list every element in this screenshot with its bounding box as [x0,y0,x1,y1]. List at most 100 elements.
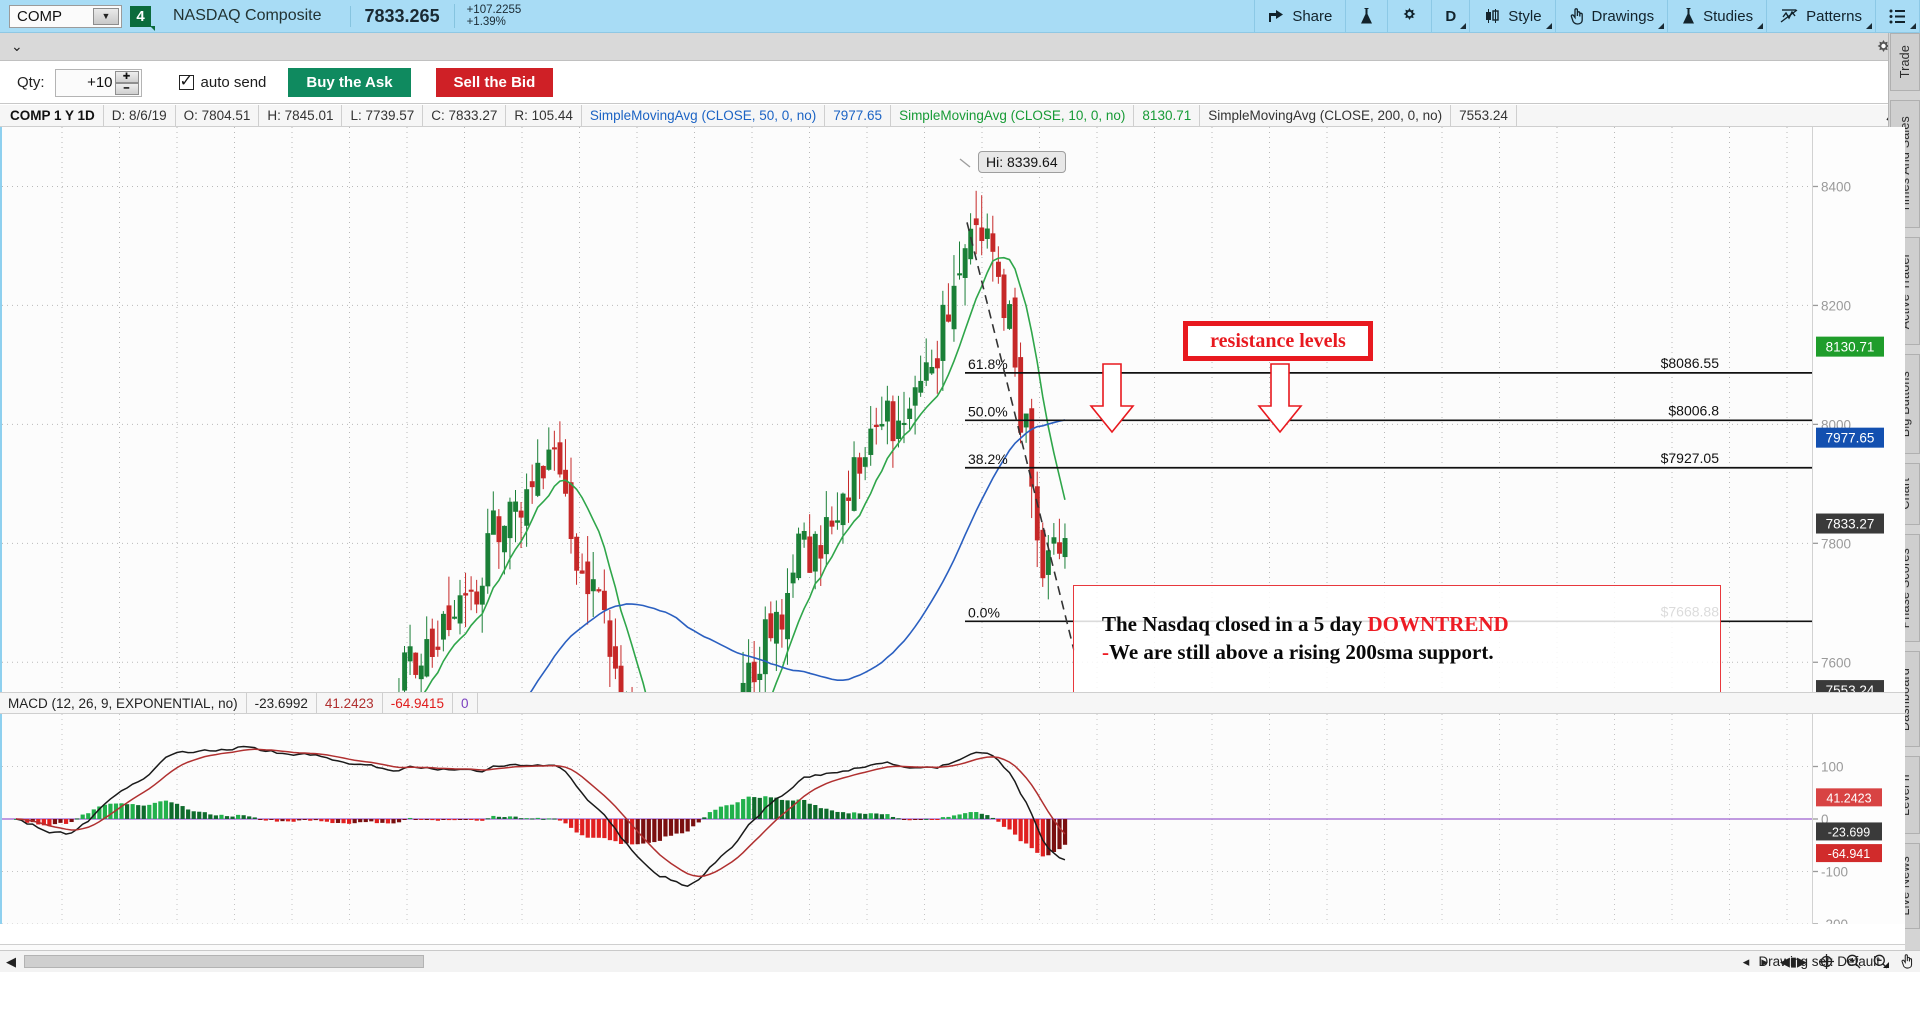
studies-flask-button[interactable] [1345,0,1387,33]
drawings-button[interactable]: Drawings [1554,0,1668,33]
dropdown-triangle-icon [1866,22,1872,29]
studies-button[interactable]: Studies [1667,0,1766,33]
dropdown-triangle-icon [1883,962,1889,968]
pattern-icon [1780,8,1799,24]
auto-send-label: auto send [200,74,267,91]
rail-tab-label: Trade [1897,45,1912,79]
commentary-line-1: The Nasdaq closed in a 5 day DOWNTREND [1102,610,1720,638]
auto-send-checkbox[interactable]: auto send [178,71,267,91]
svg-text:61.8%: 61.8% [968,356,1008,372]
commentary-dash: - [1102,640,1109,664]
svg-text:-100: -100 [1821,865,1848,880]
stepper-buttons[interactable]: ✚ ━ [114,70,139,95]
svg-text:$8086.55: $8086.55 [1661,355,1720,371]
macd-histogram-value: -64.9415 [383,692,453,714]
macd-plot-svg [2,714,1814,925]
chevron-down-icon[interactable]: ⌄ [11,38,23,54]
settings-button[interactable] [1387,0,1431,33]
horizontal-scrollbar-left[interactable] [24,955,424,968]
stepper-decrement-icon[interactable]: ━ [114,82,139,95]
panel-collapse-bar[interactable]: ⌄ [0,33,1905,61]
zoom-in-icon[interactable] [1840,954,1867,969]
rail-tab-trade[interactable]: Trade [1889,33,1920,91]
scroll-prev-icon[interactable]: ◂ [1742,953,1750,969]
pan-icon[interactable]: ◀▮▶ [1779,953,1807,969]
quantity-stepper[interactable]: +10 ✚ ━ [54,68,142,97]
study-sma200-value: 7553.24 [1451,104,1517,127]
svg-text:-64.941: -64.941 [1828,847,1870,861]
commentary-text: The Nasdaq closed in a 5 day [1102,612,1368,636]
stepper-increment-icon[interactable]: ✚ [114,70,139,83]
chevron-down-icon[interactable]: ▼ [93,7,119,25]
svg-text:7833.27: 7833.27 [1826,517,1875,532]
flask-icon [1359,7,1374,25]
sell-the-bid-button[interactable]: Sell the Bid [435,68,554,97]
buy-the-ask-button[interactable]: Buy the Ask [288,68,411,97]
svg-text:$7927.05: $7927.05 [1661,450,1720,466]
patterns-button[interactable]: Patterns [1766,0,1875,33]
ohlc-high: H: 7845.01 [259,104,343,127]
crosshair-icon[interactable] [1813,954,1840,969]
study-sma10-label[interactable]: SimpleMovingAvg (CLOSE, 10, 0, no) [891,104,1135,127]
ohlc-low: L: 7739.57 [342,104,424,127]
price-change-pct: +1.39% [466,16,506,28]
share-button[interactable]: Share [1254,0,1345,33]
chart-title: COMP 1 Y 1D [0,104,104,127]
macd-signal-value: 41.2423 [317,692,383,714]
svg-text:50.0%: 50.0% [968,403,1008,419]
share-label: Share [1292,7,1333,25]
ohlc-close: C: 7833.27 [423,104,507,127]
status-bar: ◀ ◂ ▸ ◀▮▶ Drawing set: Default [0,950,1920,972]
symbol-slot-badge[interactable]: 4 [130,5,155,31]
scroll-left-icon[interactable]: ◀ [6,953,16,969]
qty-label: Qty: [17,74,45,91]
patterns-label: Patterns [1806,7,1862,25]
macd-axis[interactable]: 100 0 -100 -200 41.2423 -23.699 -64.941 [1812,714,1905,932]
symbol-text: COMP [17,7,62,25]
macd-plot[interactable] [0,714,1814,925]
study-sma200-label[interactable]: SimpleMovingAvg (CLOSE, 200, 0, no) [1200,104,1452,127]
candle-icon [1483,8,1501,24]
study-sma50-value: 7977.65 [825,104,892,127]
macd-pane[interactable]: 100 0 -100 -200 41.2423 -23.699 -64.941 [0,714,1905,1019]
study-sma10-value: 8130.71 [1134,104,1201,127]
svg-text:7800: 7800 [1821,536,1851,551]
style-label: Style [1508,7,1542,25]
drawing-set-label: Drawing set: Default [1758,954,1880,969]
timeframe-button[interactable]: D [1431,0,1469,33]
price-axis[interactable]: 840082008000780076007400720070008130.717… [1812,127,1905,692]
price-axis-svg: 840082008000780076007400720070008130.717… [1813,179,1884,692]
study-sma50-label[interactable]: SimpleMovingAvg (CLOSE, 50, 0, no) [582,104,826,127]
svg-text:41.2423: 41.2423 [1826,791,1871,805]
drawing-set-button[interactable]: Drawing set: Default [1758,954,1889,969]
svg-text:0: 0 [1821,812,1829,827]
resistance-levels-annotation: resistance levels [1183,321,1373,361]
quantity-value: +10 [87,74,113,91]
dropdown-triangle-icon [1460,22,1467,29]
checkbox-checked-icon[interactable] [178,71,194,91]
layouts-button[interactable] [1875,0,1920,33]
symbol-company-name: NASDAQ Composite [173,7,322,24]
dropdown-triangle-icon [1658,22,1665,29]
svg-text:38.2%: 38.2% [968,451,1008,467]
svg-text:7600: 7600 [1821,655,1851,670]
scroll-next-icon[interactable]: ▸ [1761,953,1768,969]
commentary-blank [1102,666,1720,694]
hand-icon[interactable] [1894,954,1920,969]
hand-icon [1569,7,1585,25]
chart-area[interactable]: 61.8% $8086.55 50.0% $8006.8 38.2% $7927.05 0.… [0,127,1905,944]
style-button[interactable]: Style [1469,0,1554,33]
macd-study-label[interactable]: MACD (12, 26, 9, EXPONENTIAL, no) [0,692,247,714]
chart-info-bar: COMP 1 Y 1D D: 8/6/19 O: 7804.51 H: 7845… [0,104,1905,127]
svg-text:-200: -200 [1821,917,1848,924]
swing-high-tag: Hi: 8339.64 [978,151,1066,173]
price-change-abs: +107.2255 [466,4,522,16]
symbol-input[interactable]: COMP ▼ [9,4,122,28]
last-price: 7833.265 [349,5,440,27]
drawings-label: Drawings [1591,7,1655,25]
chart-settings-gear-icon[interactable] [1875,40,1892,62]
svg-text:7553.24: 7553.24 [1826,683,1875,692]
timeframe-label: D [1445,7,1457,25]
commentary-text: We are still above a rising 200sma suppo… [1109,640,1494,664]
macd-axis-svg: 100 0 -100 -200 41.2423 -23.699 -64.941 [1813,760,1882,932]
